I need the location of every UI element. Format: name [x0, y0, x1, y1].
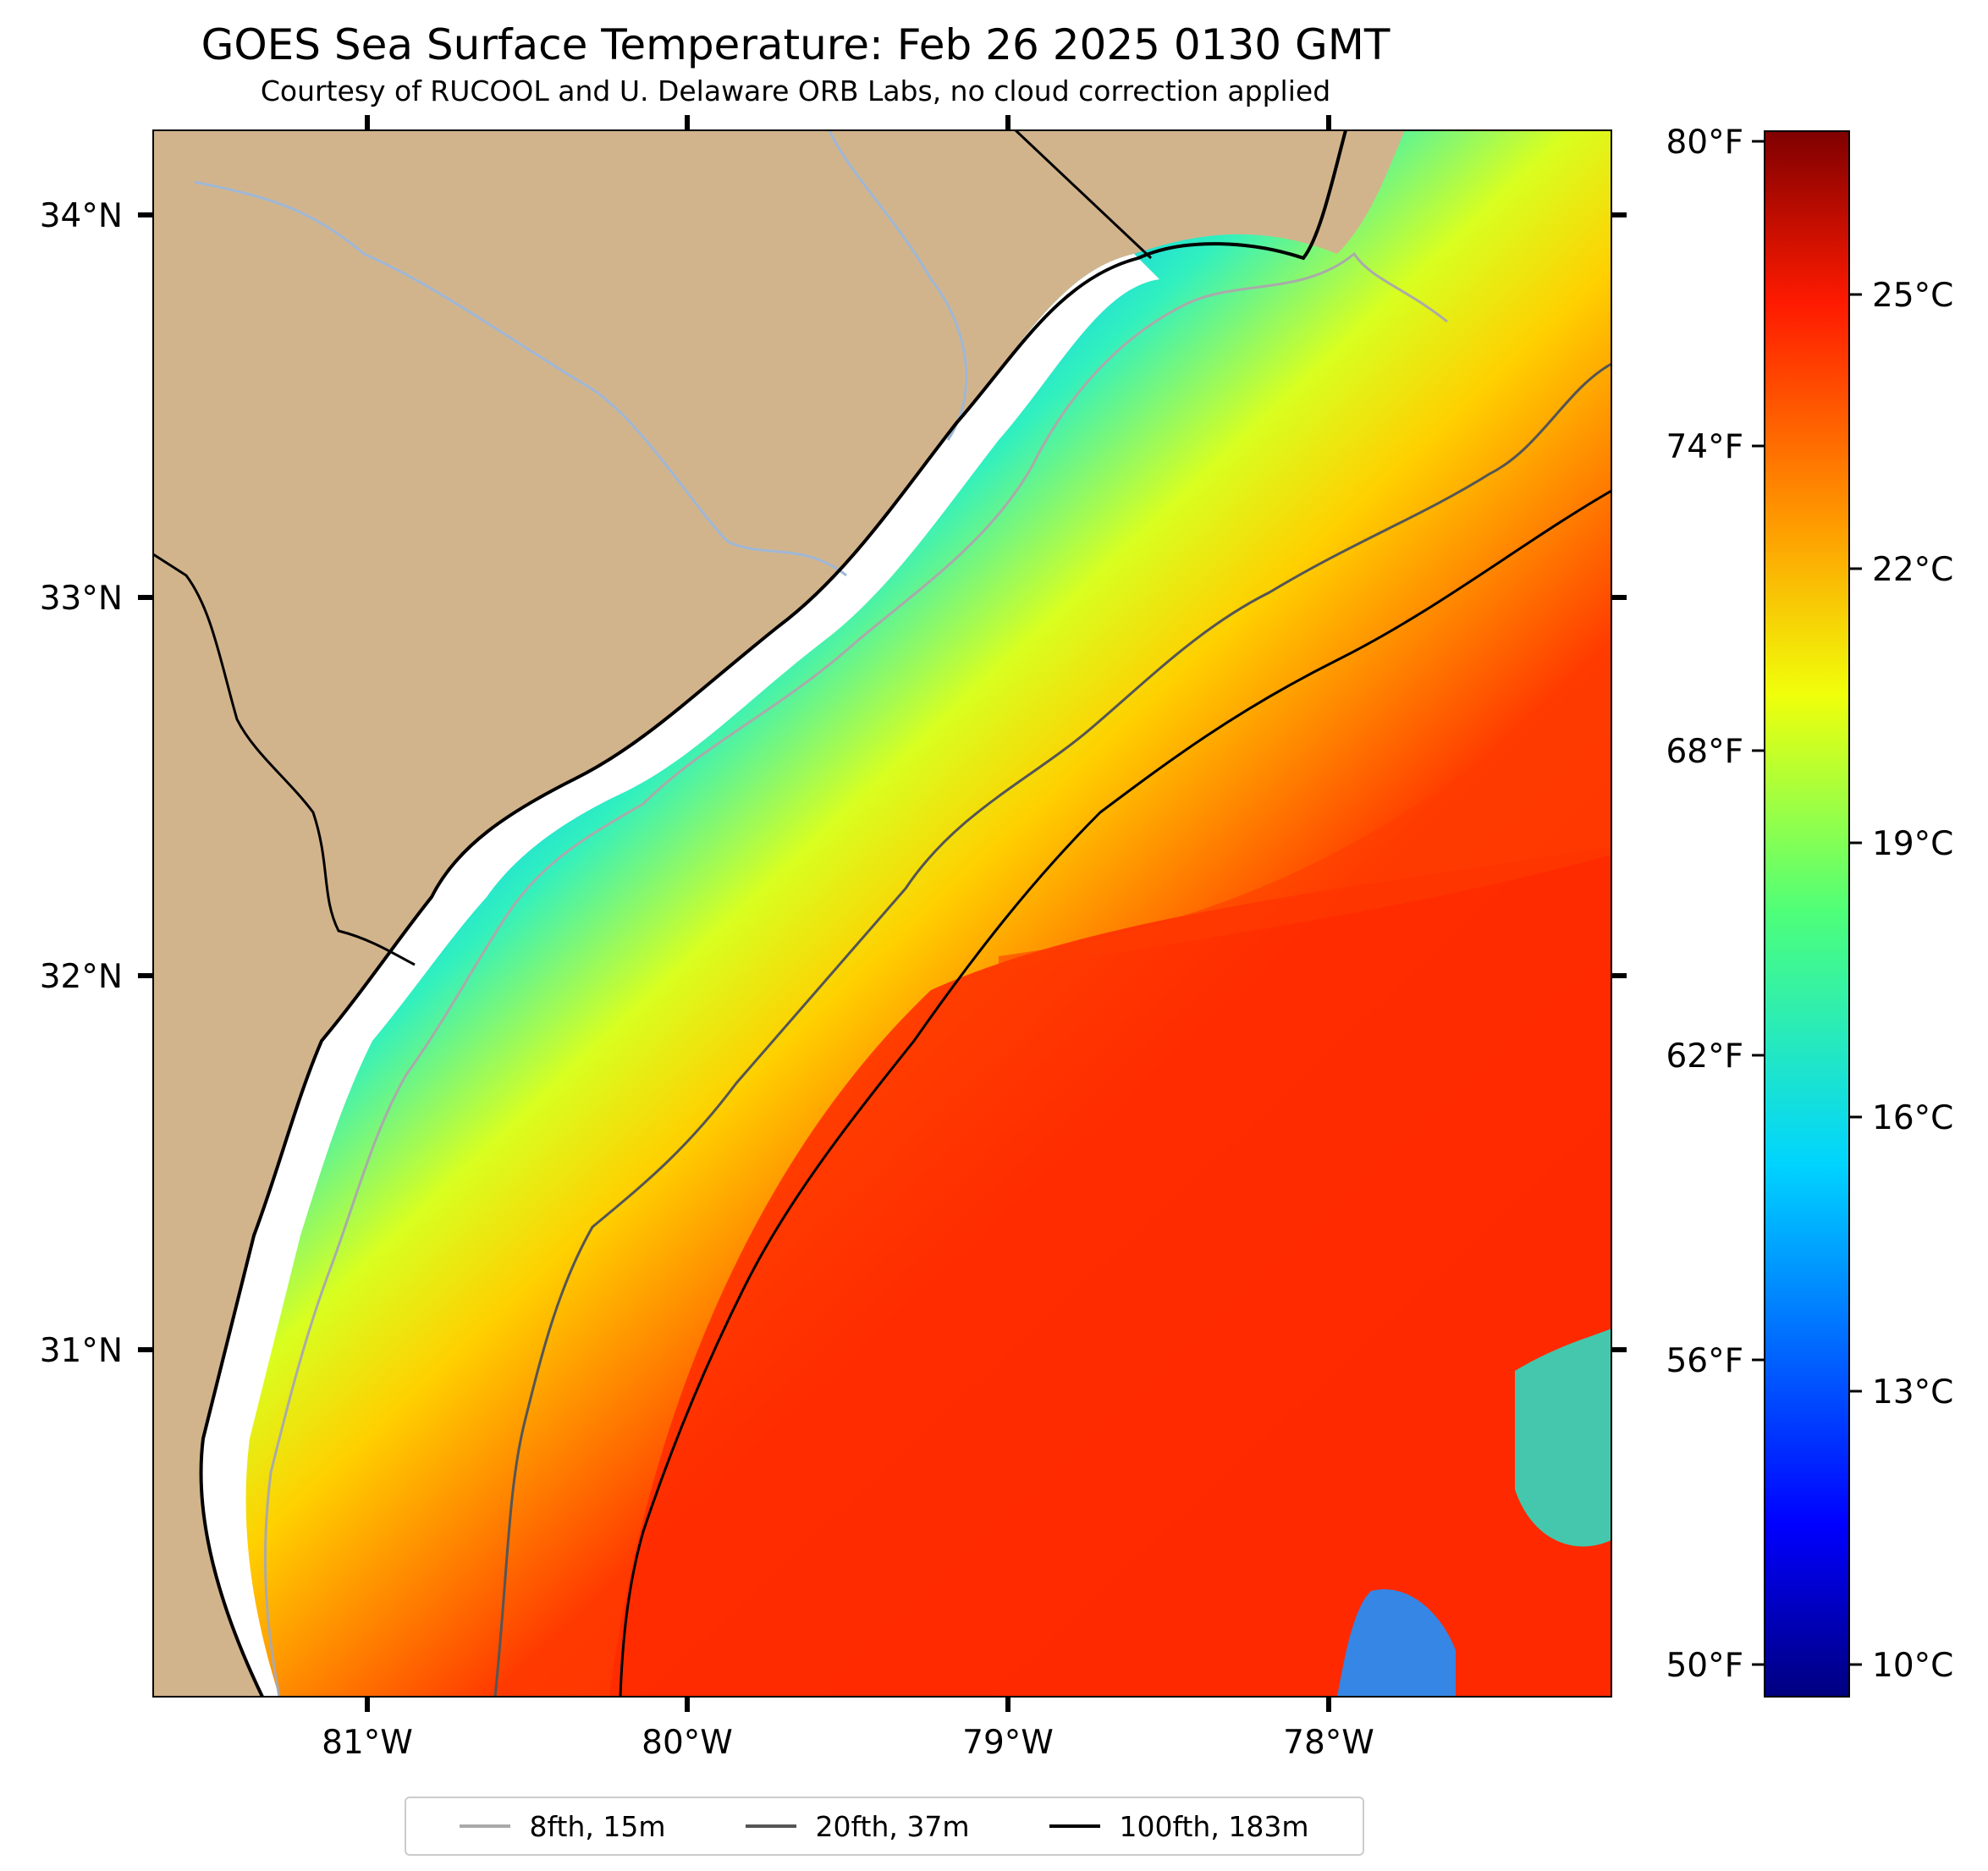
legend-label: 8fth, 15m — [529, 1809, 666, 1843]
map-area — [153, 130, 1611, 1697]
legend-label: 100fth, 183m — [1119, 1809, 1309, 1843]
chart-subtitle: Courtesy of RUCOOL and U. Delaware ORB L… — [260, 74, 1331, 107]
latitude-ticks — [138, 212, 1627, 1352]
colorbar-label-c: 10°C — [1872, 1647, 1953, 1685]
isobath-100fth — [619, 489, 1611, 1697]
cold-patch-east — [1515, 1329, 1611, 1547]
lat-label-32n: 32°N — [40, 958, 123, 996]
colorbar-label-c: 13°C — [1872, 1373, 1953, 1412]
colorbar-label-c: 22°C — [1872, 551, 1953, 589]
colorbar-label-f: 80°F — [1666, 124, 1743, 162]
no-data-coastal-band — [201, 254, 1160, 1697]
legend-line-8fth — [460, 1824, 511, 1828]
isobath-20fth — [493, 362, 1611, 1697]
river — [828, 130, 968, 441]
longitude-ticks — [365, 115, 1331, 1712]
colorbar — [1764, 130, 1850, 1698]
isobath-8fth — [263, 251, 1448, 1697]
legend-line-100fth — [1049, 1824, 1101, 1828]
colorbar-label-f: 68°F — [1666, 733, 1743, 771]
state-border — [1014, 130, 1153, 260]
colorbar-label-c: 19°C — [1872, 825, 1953, 863]
lon-label-81w: 81°W — [322, 1724, 413, 1762]
lat-label-34n: 34°N — [40, 197, 123, 235]
colorbar-label-f: 74°F — [1666, 428, 1743, 466]
map-frame — [152, 129, 1612, 1698]
colorbar-label-c: 16°C — [1872, 1099, 1953, 1137]
lon-label-79w: 79°W — [962, 1724, 1054, 1762]
lat-label-33n: 33°N — [40, 580, 123, 618]
colorbar-label-f: 62°F — [1666, 1037, 1743, 1076]
isobath-legend: 8fth, 15m 20fth, 37m 100fth, 183m — [405, 1797, 1364, 1856]
legend-item-8fth: 8fth, 15m — [460, 1809, 666, 1843]
cold-patch-south — [1337, 1589, 1456, 1697]
colorbar-ticks — [1752, 140, 1862, 1666]
legend-item-100fth: 100fth, 183m — [1049, 1810, 1308, 1843]
lat-label-31n: 31°N — [40, 1332, 123, 1370]
gulf-stream-warm-core — [609, 846, 1611, 1697]
lon-label-80w: 80°W — [642, 1724, 733, 1762]
legend-line-20fth — [746, 1824, 797, 1828]
lon-label-78w: 78°W — [1283, 1724, 1374, 1762]
land-mass — [153, 130, 1405, 1697]
river — [194, 180, 847, 577]
warm-front — [999, 643, 1611, 973]
state-border — [153, 553, 416, 966]
legend-item-20fth: 20fth, 37m — [746, 1810, 969, 1843]
chart-title: GOES Sea Surface Temperature: Feb 26 202… — [201, 20, 1390, 69]
colorbar-label-f: 56°F — [1666, 1342, 1743, 1380]
legend-label: 20fth, 37m — [815, 1809, 970, 1843]
coastline — [199, 130, 1347, 1697]
colorbar-label-f: 50°F — [1666, 1647, 1743, 1685]
colorbar-label-c: 25°C — [1872, 277, 1953, 315]
